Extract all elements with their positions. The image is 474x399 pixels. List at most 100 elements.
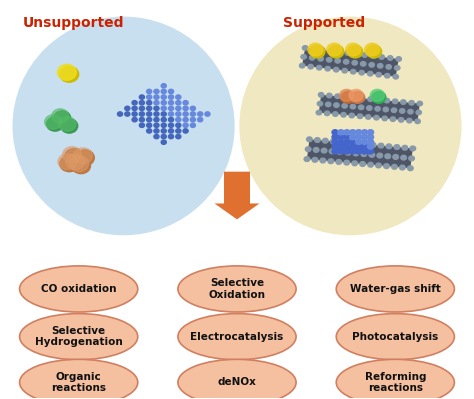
Circle shape	[362, 139, 368, 144]
Circle shape	[356, 149, 362, 154]
Circle shape	[168, 89, 173, 94]
Circle shape	[191, 106, 195, 111]
Circle shape	[304, 157, 310, 162]
Circle shape	[410, 146, 416, 151]
Circle shape	[339, 89, 354, 101]
Circle shape	[377, 63, 383, 68]
Circle shape	[330, 139, 336, 144]
Circle shape	[365, 43, 380, 56]
Circle shape	[176, 134, 181, 139]
Circle shape	[118, 112, 123, 116]
FancyArrow shape	[215, 172, 259, 219]
Circle shape	[367, 71, 373, 76]
Circle shape	[362, 149, 368, 154]
Circle shape	[378, 143, 384, 148]
Circle shape	[176, 123, 181, 127]
Circle shape	[58, 154, 77, 170]
Circle shape	[154, 117, 159, 122]
Text: Unsupported: Unsupported	[23, 16, 125, 30]
Circle shape	[161, 95, 166, 99]
Circle shape	[75, 150, 94, 166]
Circle shape	[338, 134, 344, 140]
Circle shape	[60, 156, 79, 172]
Circle shape	[338, 144, 344, 149]
Circle shape	[409, 156, 414, 161]
Circle shape	[354, 52, 359, 56]
Circle shape	[176, 106, 181, 111]
Circle shape	[146, 112, 152, 116]
Circle shape	[332, 130, 338, 135]
Circle shape	[382, 116, 387, 120]
Circle shape	[139, 117, 145, 122]
Circle shape	[191, 117, 195, 122]
Circle shape	[344, 59, 349, 64]
Circle shape	[132, 106, 137, 111]
Circle shape	[402, 145, 408, 150]
Circle shape	[367, 149, 374, 154]
Circle shape	[176, 112, 181, 116]
Ellipse shape	[178, 314, 296, 360]
Circle shape	[401, 155, 406, 160]
Circle shape	[367, 134, 374, 140]
Ellipse shape	[178, 359, 296, 399]
Circle shape	[57, 64, 76, 80]
Circle shape	[396, 57, 401, 61]
Circle shape	[300, 63, 305, 68]
Circle shape	[154, 123, 159, 127]
Circle shape	[400, 165, 405, 170]
Circle shape	[390, 117, 396, 121]
Circle shape	[326, 102, 331, 107]
Circle shape	[146, 89, 152, 94]
Circle shape	[68, 156, 87, 172]
Circle shape	[183, 123, 188, 127]
Circle shape	[392, 108, 397, 113]
Circle shape	[176, 129, 181, 133]
Circle shape	[198, 117, 203, 122]
Circle shape	[362, 144, 368, 149]
Circle shape	[332, 144, 338, 149]
Circle shape	[176, 101, 181, 105]
Circle shape	[176, 117, 181, 122]
Circle shape	[356, 134, 362, 140]
Circle shape	[335, 94, 340, 99]
Circle shape	[313, 148, 319, 152]
Circle shape	[146, 117, 152, 122]
Circle shape	[139, 112, 145, 116]
Circle shape	[386, 65, 392, 69]
Circle shape	[161, 129, 166, 133]
Circle shape	[369, 63, 374, 67]
Circle shape	[311, 47, 316, 51]
Circle shape	[352, 61, 357, 65]
Circle shape	[319, 47, 325, 52]
Circle shape	[161, 140, 166, 144]
Circle shape	[337, 150, 343, 154]
Circle shape	[370, 89, 384, 101]
Circle shape	[352, 161, 357, 166]
Circle shape	[345, 150, 351, 155]
Circle shape	[383, 107, 389, 112]
Circle shape	[356, 144, 362, 149]
Ellipse shape	[19, 359, 138, 399]
Circle shape	[358, 105, 364, 110]
Circle shape	[64, 148, 83, 164]
Circle shape	[46, 117, 64, 131]
Circle shape	[307, 137, 312, 142]
Circle shape	[350, 149, 356, 154]
Circle shape	[327, 57, 332, 62]
Circle shape	[401, 100, 406, 104]
Circle shape	[394, 65, 400, 70]
Circle shape	[343, 95, 348, 99]
Circle shape	[183, 101, 188, 105]
Circle shape	[139, 95, 145, 99]
Circle shape	[409, 101, 414, 105]
Circle shape	[341, 91, 355, 103]
Circle shape	[350, 144, 356, 149]
Circle shape	[338, 130, 344, 135]
Circle shape	[66, 154, 85, 170]
Circle shape	[362, 134, 368, 140]
Circle shape	[417, 101, 422, 106]
Circle shape	[372, 91, 386, 103]
Circle shape	[146, 106, 152, 111]
Circle shape	[386, 144, 392, 149]
Circle shape	[154, 89, 159, 94]
